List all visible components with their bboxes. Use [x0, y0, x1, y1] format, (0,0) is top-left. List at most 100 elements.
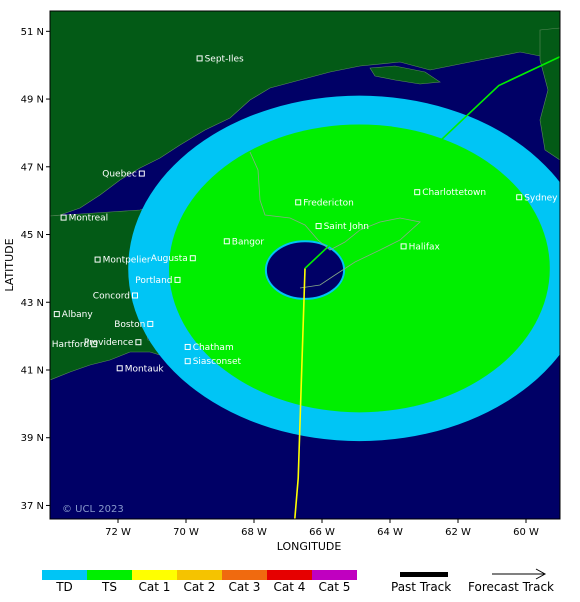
- forecast-track-arrow-icon: [492, 568, 547, 580]
- x-tick-label: 64 W: [377, 527, 403, 538]
- city-label: Halifax: [409, 242, 441, 252]
- island: [369, 65, 441, 85]
- land-mass: [50, 11, 560, 217]
- x-tick-label: 60 W: [513, 527, 539, 538]
- y-tick-label: 37 N: [21, 501, 44, 512]
- x-tick-label: 70 W: [173, 527, 199, 538]
- city-label: Quebec: [102, 170, 137, 180]
- legend-label: Cat 3: [228, 580, 261, 594]
- city-label: Providence: [84, 338, 134, 348]
- x-tick-label: 62 W: [445, 527, 471, 538]
- city-sept-iles: Sept-Iles: [196, 54, 244, 64]
- storm-track-map: 72 W 70 W 68 W 66 W 64 W 62 W 60 W 51 N 49 N 47 N…: [3, 10, 561, 553]
- city-marker-icon: [223, 238, 230, 245]
- past-track-label: Past Track: [391, 580, 452, 594]
- legend-label: Cat 1: [138, 580, 171, 594]
- legend-label: Cat 5: [318, 580, 351, 594]
- past-track-swatch: [400, 572, 448, 577]
- city-marker-icon: [174, 276, 181, 283]
- city-label: Saint John: [324, 222, 369, 232]
- city-label: Chatham: [193, 343, 234, 353]
- legend: TD TS Cat 1 Cat 2 Cat 3 Cat 4 Cat 5 Past Track F…: [0, 560, 580, 602]
- city-label: Hartford: [52, 340, 89, 350]
- city-albany: Albany: [53, 310, 93, 320]
- city-label: Bangor: [232, 237, 265, 247]
- city-montauk: Montauk: [116, 364, 165, 374]
- past-track-line: [294, 268, 306, 519]
- city-markers: Sept-Iles Quebec Montreal Fredericton Charlo…: [52, 54, 558, 374]
- city-portland: Portland: [135, 276, 181, 286]
- legend-swatch: [267, 570, 312, 580]
- y-axis-title: LATITUDE: [3, 238, 16, 291]
- city-bangor: Bangor: [223, 237, 265, 247]
- x-tick-label: 66 W: [309, 527, 335, 538]
- city-marker-icon: [132, 292, 138, 299]
- city-marker-icon: [60, 214, 67, 221]
- city-augusta: Augusta: [151, 254, 196, 264]
- city-marker-icon: [138, 170, 145, 177]
- x-tick-label: 68 W: [241, 527, 267, 538]
- legend-swatch: [312, 570, 357, 580]
- y-tick-label: 43 N: [21, 298, 44, 309]
- city-fredericton: Fredericton: [295, 198, 354, 208]
- city-label: Sept-Iles: [205, 54, 244, 64]
- city-label: Montauk: [125, 364, 165, 374]
- forecast-track-line: [304, 55, 560, 269]
- city-siasconset: Siasconset: [184, 357, 242, 367]
- y-tick-label: 45 N: [21, 230, 44, 241]
- city-marker-icon: [94, 256, 101, 263]
- legend-label: TS: [102, 580, 117, 594]
- city-saint-john: Saint John: [315, 222, 369, 232]
- city-label: Sydney: [524, 193, 558, 203]
- city-label: Fredericton: [303, 198, 354, 208]
- city-marker-icon: [196, 55, 203, 62]
- y-tick-label: 47 N: [21, 162, 44, 173]
- city-marker-icon: [53, 311, 60, 318]
- legend-swatch: [42, 570, 87, 580]
- storm-track: [294, 55, 560, 519]
- city-label: Augusta: [151, 254, 188, 264]
- axis-ticks: 72 W 70 W 68 W 66 W 64 W 62 W 60 W 51 N 49 N 47 N…: [21, 27, 539, 538]
- y-tick-label: 49 N: [21, 95, 44, 106]
- city-label: Concord: [93, 291, 130, 301]
- city-label: Charlottetown: [422, 188, 486, 198]
- watermark: © UCL 2023: [62, 504, 124, 515]
- legend-swatch: [177, 570, 222, 580]
- legend-swatch: [222, 570, 267, 580]
- city-marker-icon: [400, 243, 407, 250]
- city-concord: Concord: [93, 291, 138, 301]
- city-marker-icon: [189, 255, 196, 262]
- city-marker-icon: [184, 343, 191, 350]
- city-providence: Providence: [84, 338, 142, 348]
- city-marker-icon: [91, 341, 98, 348]
- city-marker-icon: [414, 189, 421, 196]
- y-tick-label: 39 N: [21, 433, 44, 444]
- city-marker-icon: [516, 194, 523, 201]
- city-label: Montreal: [69, 214, 109, 224]
- city-marker-icon: [315, 223, 322, 230]
- city-label: Siasconset: [193, 357, 242, 367]
- coastline-overlay: [249, 151, 421, 289]
- x-tick-label: 72 W: [105, 527, 131, 538]
- city-boston: Boston: [114, 320, 154, 330]
- y-tick-label: 51 N: [21, 27, 44, 38]
- city-quebec: Quebec: [102, 170, 145, 180]
- forecast-track-label: Forecast Track: [468, 580, 554, 594]
- legend-label: Cat 4: [273, 580, 306, 594]
- y-tick-label: 41 N: [21, 365, 44, 376]
- city-sydney: Sydney: [516, 193, 558, 203]
- city-hartford: Hartford: [52, 340, 98, 350]
- city-marker-icon: [116, 365, 123, 372]
- city-chatham: Chatham: [184, 343, 234, 353]
- city-montpelier: Montpelier: [94, 256, 151, 266]
- legend-label: Cat 2: [183, 580, 216, 594]
- city-marker-icon: [184, 358, 191, 365]
- legend-swatch: [132, 570, 177, 580]
- tropical-storm-wind-zone: [169, 124, 550, 413]
- city-label: Boston: [114, 320, 145, 330]
- city-marker-icon: [295, 199, 302, 206]
- city-montreal: Montreal: [60, 214, 109, 224]
- city-label: Montpelier: [103, 256, 151, 266]
- legend-swatch: [87, 570, 132, 580]
- city-label: Portland: [135, 276, 172, 286]
